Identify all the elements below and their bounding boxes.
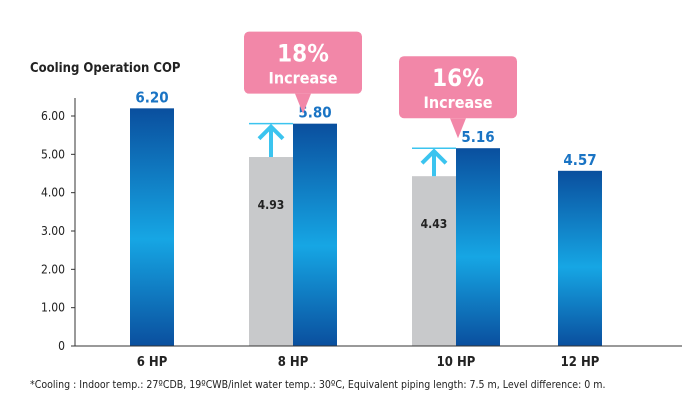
arrow-head-icon (257, 123, 285, 141)
footnote: *Cooling : Indoor temp.: 27ºCDB, 19ºCWB/… (30, 379, 605, 391)
y-tick-label: 1.00 (41, 301, 65, 315)
bar-current-label: 5.80 (298, 104, 331, 122)
callout-pointer (295, 93, 311, 114)
callout-text: Increase (423, 93, 492, 112)
callout-percent: 16% (432, 64, 484, 92)
x-tick-label: 10 HP (437, 355, 476, 370)
arrow-head-icon (420, 148, 448, 165)
bar-current (130, 108, 174, 346)
y-tick-label: 0 (58, 339, 65, 353)
x-tick-label: 6 HP (137, 355, 168, 370)
y-tick-label: 6.00 (41, 109, 65, 123)
y-tick-label: 4.00 (41, 186, 65, 200)
x-tick-label: 8 HP (278, 355, 309, 370)
callout-bubble (244, 31, 362, 94)
bar-previous-label: 4.93 (258, 198, 285, 212)
callout-text: Increase (268, 69, 337, 88)
y-tick-label: 5.00 (41, 147, 65, 161)
callout-percent: 18% (277, 40, 329, 68)
increase-callout: 16%Increase (399, 56, 517, 139)
bar-current (558, 170, 602, 346)
callout-bubble (399, 56, 517, 119)
bar-current-label: 4.57 (563, 151, 596, 169)
bar-previous (412, 176, 456, 346)
bar-previous-label: 4.43 (421, 217, 448, 231)
y-tick-label: 3.00 (41, 224, 65, 238)
x-tick-label: 12 HP (561, 355, 600, 370)
bar-current-label: 5.16 (461, 128, 494, 146)
bar-current (456, 148, 500, 346)
x-axis: 6 HP 8 HP 10 HP 12 HP (75, 345, 682, 370)
callout-pointer (450, 118, 466, 139)
bar-current (293, 123, 337, 347)
y-tick-label: 2.00 (41, 262, 65, 276)
increase-callout: 18%Increase (244, 31, 362, 114)
bar-current-label: 6.20 (135, 88, 168, 106)
chart-title: Cooling Operation COP (30, 61, 181, 76)
y-axis: 0 1.00 2.00 3.00 4.00 5.00 6.00 (41, 98, 76, 353)
bar-previous (249, 157, 293, 346)
